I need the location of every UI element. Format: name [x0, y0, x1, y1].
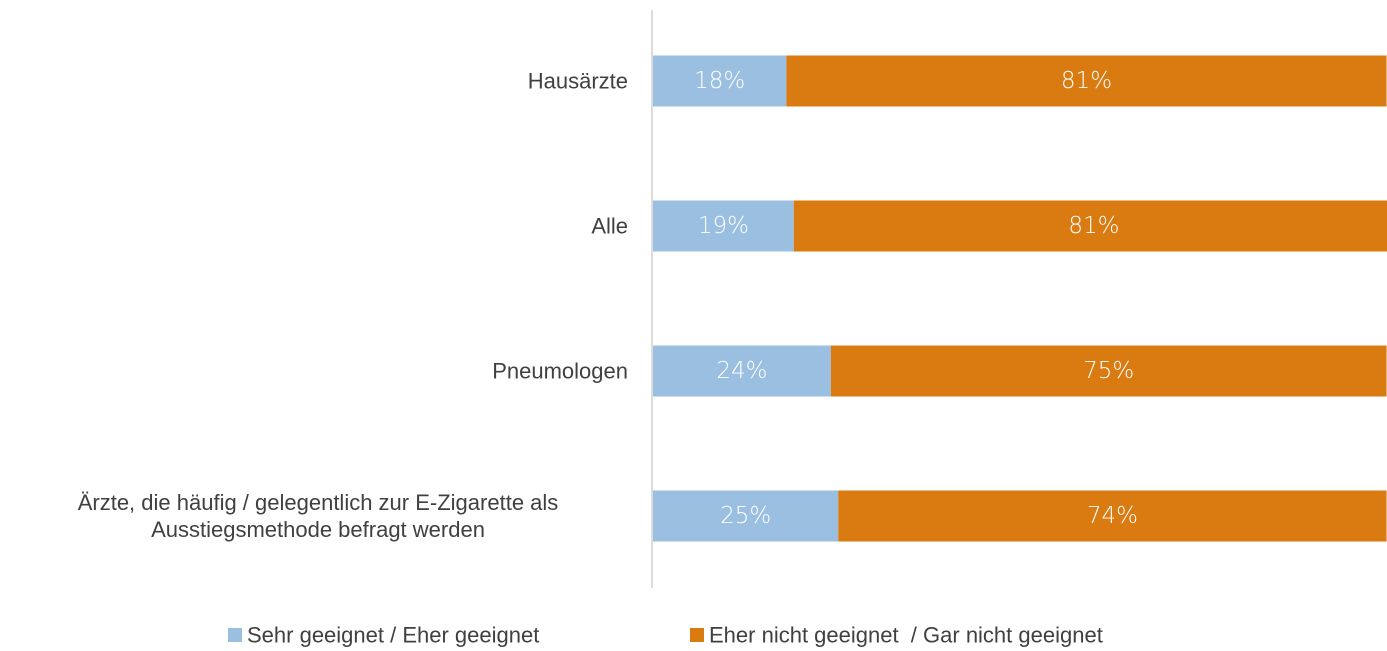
legend-label: Sehr geeignet / Eher geeignet [247, 623, 539, 648]
legend-label: Eher nicht geeignet / Gar nicht geeignet [709, 623, 1103, 648]
category-label: Alle [0, 213, 628, 240]
bar-segment [786, 55, 1387, 107]
bar-segment [838, 490, 1387, 542]
bar-segment [653, 490, 839, 542]
data-label: 81% [1068, 213, 1119, 239]
bar-segment [653, 55, 787, 107]
data-label: 18% [694, 68, 745, 94]
bar-segment [793, 200, 1387, 252]
bar-segment [653, 345, 831, 397]
data-label: 75% [1083, 358, 1134, 384]
bar-segment [830, 345, 1387, 397]
category-text: Alle [591, 213, 628, 239]
legend-swatch [690, 628, 704, 642]
category-text: Pneumologen [492, 358, 628, 384]
category-text: Hausärzte [527, 68, 628, 94]
category-label: Hausärzte [0, 68, 628, 95]
category-label: Pneumologen [0, 358, 628, 385]
legend-swatch [228, 628, 242, 642]
data-label: 25% [720, 503, 771, 529]
data-label: 24% [716, 358, 767, 384]
data-label: 74% [1087, 503, 1138, 529]
data-label: 81% [1061, 68, 1112, 94]
category-text: Ärzte, die häufig / gelegentlich zur E-Z… [77, 490, 559, 542]
bar-segment [653, 200, 794, 252]
data-label: 19% [698, 213, 749, 239]
category-label: Ärzte, die häufig / gelegentlich zur E-Z… [0, 489, 628, 543]
